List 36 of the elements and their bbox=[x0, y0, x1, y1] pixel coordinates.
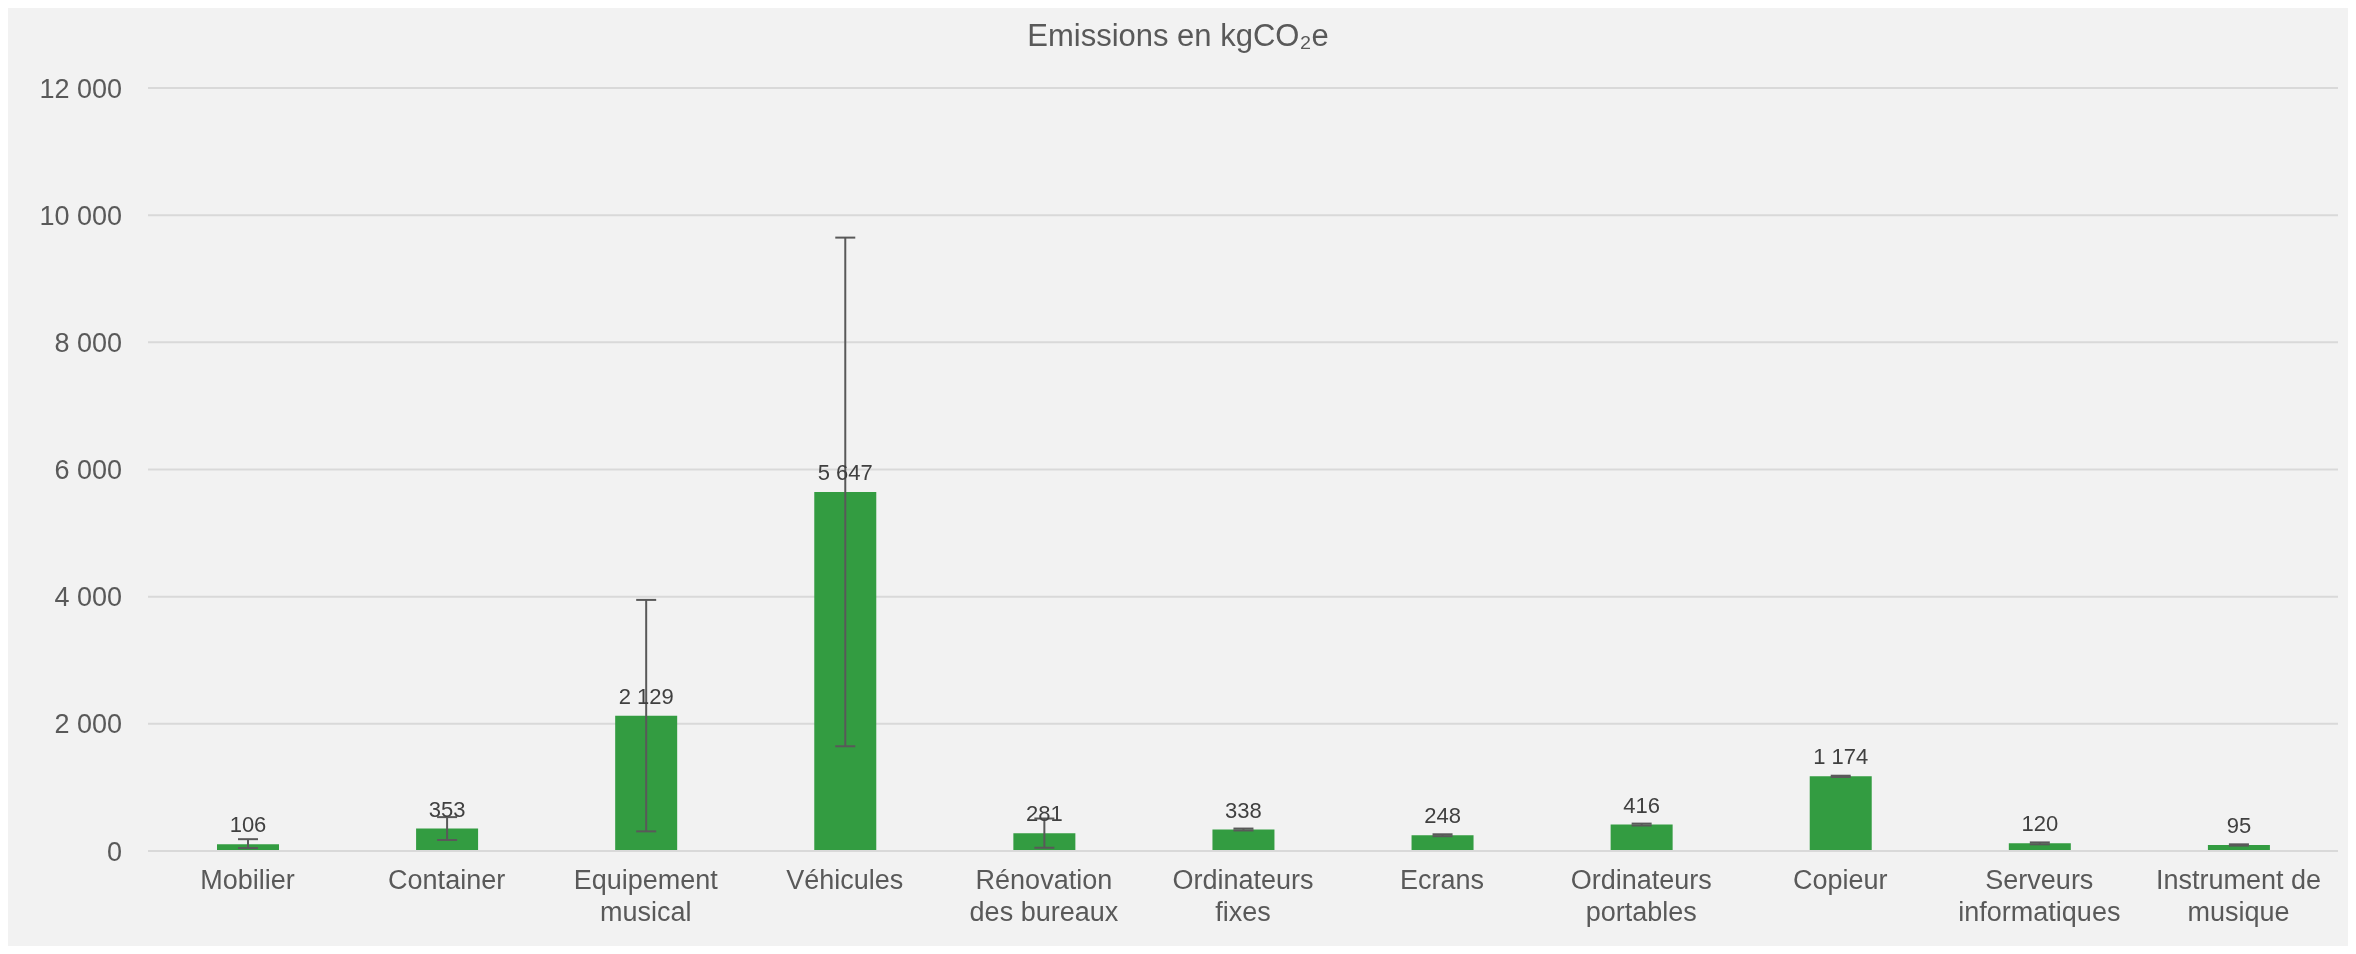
x-tick-label: Equipement musical bbox=[573, 865, 719, 927]
x-tick-label: Véhicules bbox=[786, 865, 904, 895]
x-tick-label: Serveurs informatiques bbox=[1958, 865, 2121, 927]
bar bbox=[1212, 829, 1275, 851]
data-label: 338 bbox=[1225, 797, 1262, 823]
x-tick-label: Instrument de musique bbox=[2155, 865, 2321, 927]
y-tick-label: 0 bbox=[106, 836, 122, 867]
chart-title: Emissions en kgCO₂e bbox=[1026, 17, 1330, 55]
bar bbox=[416, 828, 479, 851]
data-label: 416 bbox=[1623, 792, 1660, 818]
y-tick-label: 6 000 bbox=[54, 455, 122, 486]
data-label: 120 bbox=[2021, 811, 2059, 837]
x-tick-label: Ecrans bbox=[1400, 865, 1485, 895]
bar bbox=[615, 715, 678, 851]
y-tick-label: 12 000 bbox=[39, 73, 122, 104]
y-tick-label: 4 000 bbox=[54, 582, 122, 613]
data-label: 1 174 bbox=[1813, 744, 1869, 770]
x-tick-label: Ordinateurs fixes bbox=[1172, 865, 1314, 927]
x-tick-label: Rénovation des bureaux bbox=[969, 865, 1119, 927]
y-tick-label: 2 000 bbox=[54, 709, 122, 740]
bar bbox=[1013, 833, 1076, 851]
bar bbox=[814, 491, 877, 851]
y-tick-label: 10 000 bbox=[39, 200, 122, 231]
data-label: 95 bbox=[2226, 812, 2252, 838]
data-label: 106 bbox=[229, 812, 267, 838]
x-tick-label: Copieur bbox=[1792, 865, 1888, 895]
x-tick-label: Container bbox=[388, 865, 506, 895]
data-label: 248 bbox=[1424, 803, 1461, 829]
y-tick-label: 8 000 bbox=[54, 327, 122, 358]
data-label: 281 bbox=[1026, 801, 1063, 827]
x-tick-label: Ordinateurs portables bbox=[1570, 865, 1712, 927]
bar bbox=[1610, 824, 1673, 851]
bar bbox=[1809, 776, 1872, 851]
bar bbox=[1411, 835, 1474, 851]
data-label: 353 bbox=[428, 796, 466, 822]
x-tick-label: Mobilier bbox=[200, 865, 295, 895]
